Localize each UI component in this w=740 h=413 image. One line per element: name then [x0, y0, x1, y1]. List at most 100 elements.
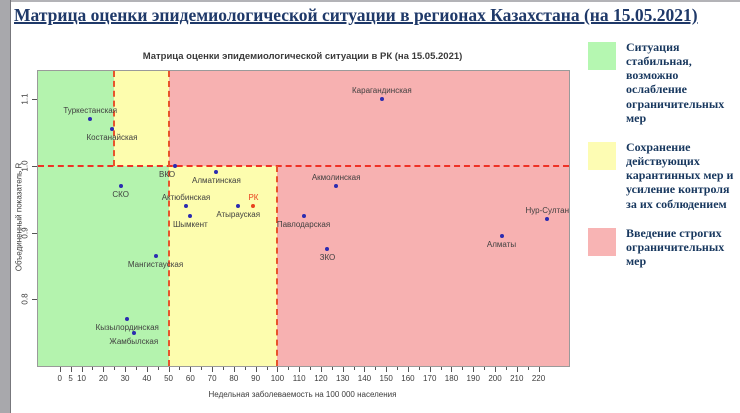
x-tick-label: 150 — [379, 374, 393, 383]
x-tick — [114, 367, 116, 370]
legend-label: Введение строгих ограничительных мер — [626, 225, 725, 269]
x-tick — [320, 367, 322, 372]
x-tick — [70, 367, 72, 372]
data-point-label: ВКО — [159, 169, 176, 179]
risk-zone-red — [277, 165, 569, 366]
data-point-label: Кызылординская — [95, 323, 159, 333]
x-tick — [255, 367, 257, 372]
x-tick — [135, 367, 137, 370]
x-tick — [179, 367, 181, 370]
x-tick — [81, 367, 83, 372]
legend-label: Ситуация стабильная, возможно ослабление… — [626, 40, 725, 125]
zone-boundary-line-x50 — [167, 71, 170, 366]
data-point — [88, 117, 93, 122]
x-tick — [462, 367, 464, 370]
data-point-label: СКО — [112, 189, 129, 199]
x-tick — [201, 367, 203, 370]
data-point-label: Карагандинская — [352, 86, 412, 96]
x-tick-label: 160 — [401, 374, 415, 383]
data-point — [173, 163, 178, 168]
x-tick — [451, 367, 453, 372]
data-point-label: Нур-Султан — [525, 206, 569, 216]
data-point — [499, 233, 504, 238]
legend-item: Ситуация стабильная, возможно ослабление… — [588, 40, 738, 125]
y-tick — [32, 299, 37, 301]
x-tick-label: 70 — [207, 374, 217, 383]
x-tick — [146, 367, 148, 372]
x-tick — [125, 367, 127, 372]
x-tick — [190, 367, 192, 372]
zone-boundary-line-x100 — [276, 165, 279, 366]
x-tick — [168, 367, 170, 372]
x-tick — [92, 367, 94, 370]
x-tick — [364, 367, 366, 372]
legend-item: Сохранение действующих карантинных мер и… — [588, 140, 738, 211]
x-tick — [244, 367, 246, 370]
data-point — [251, 203, 256, 208]
data-point-label: Актюбинская — [161, 192, 211, 202]
slide-top-border — [0, 0, 740, 2]
data-point — [325, 247, 330, 252]
data-point — [118, 183, 123, 188]
data-point-label: Алматы — [486, 239, 517, 249]
x-axis-title: Недельная заболеваемость на 100 000 насе… — [208, 390, 397, 399]
legend-swatch — [588, 42, 616, 70]
x-tick — [473, 367, 475, 372]
zone-boundary-line-x25 — [113, 71, 116, 166]
data-point-label: РК — [248, 192, 259, 202]
x-tick — [386, 367, 388, 372]
x-tick-label: 120 — [314, 374, 328, 383]
x-tick-label: 40 — [142, 374, 152, 383]
x-tick-label: 80 — [229, 374, 239, 383]
x-tick-label: 140 — [357, 374, 372, 383]
chart-plot-area: 0 5 10 20 30 40 50 60 70 80 90 100 110 120 130 140 150 16… — [21, 70, 570, 383]
legend-swatch — [588, 227, 616, 256]
threshold-line-R1 — [38, 164, 569, 167]
x-tick-label: 110 — [292, 374, 306, 383]
data-point-label: Акмолинская — [311, 172, 361, 182]
x-tick — [288, 367, 290, 370]
slide-left-edge — [0, 0, 11, 413]
x-tick-label: 20 — [98, 374, 108, 383]
y-tick — [32, 165, 37, 167]
y-tick — [32, 99, 37, 101]
x-tick — [397, 367, 399, 370]
data-point-label: Шымкент — [172, 219, 208, 229]
x-tick — [527, 367, 529, 370]
x-tick-label: 200 — [488, 374, 502, 383]
y-tick-label: 0.8 — [20, 293, 30, 305]
data-point-label: Мангистауская — [127, 259, 184, 269]
data-point — [214, 170, 219, 175]
data-point-label: Туркестанская — [63, 106, 118, 116]
x-tick-label: 0 — [57, 374, 62, 383]
x-tick — [266, 367, 268, 370]
x-tick-label: 10 — [77, 374, 86, 383]
data-point-label: Атырауская — [216, 209, 261, 219]
x-tick — [484, 367, 486, 370]
legend-label: Сохранение действующих карантинных мер и… — [626, 139, 734, 211]
risk-zone-red — [168, 71, 569, 166]
x-tick — [516, 367, 518, 372]
x-tick — [375, 367, 377, 370]
x-tick — [331, 367, 333, 370]
x-tick-label: 180 — [444, 374, 459, 383]
x-tick-label: 60 — [185, 374, 195, 383]
x-tick — [538, 367, 540, 372]
data-point-label: Павлодарская — [276, 219, 331, 229]
data-point-label: Жамбылская — [109, 336, 159, 346]
x-tick — [103, 367, 105, 372]
x-tick-label: 90 — [251, 374, 261, 383]
data-point-label: Алматинская — [192, 176, 241, 186]
x-tick — [342, 367, 344, 372]
x-tick — [407, 367, 409, 372]
data-point-label: Костанайская — [86, 133, 138, 143]
x-tick — [233, 367, 235, 372]
risk-zone-green — [38, 165, 169, 366]
data-point — [109, 127, 114, 132]
y-tick-label: 1.1 — [20, 93, 30, 105]
data-point — [545, 217, 550, 222]
legend-swatch — [588, 141, 616, 170]
x-tick — [440, 367, 442, 370]
data-point — [334, 183, 339, 188]
data-point — [131, 330, 136, 335]
